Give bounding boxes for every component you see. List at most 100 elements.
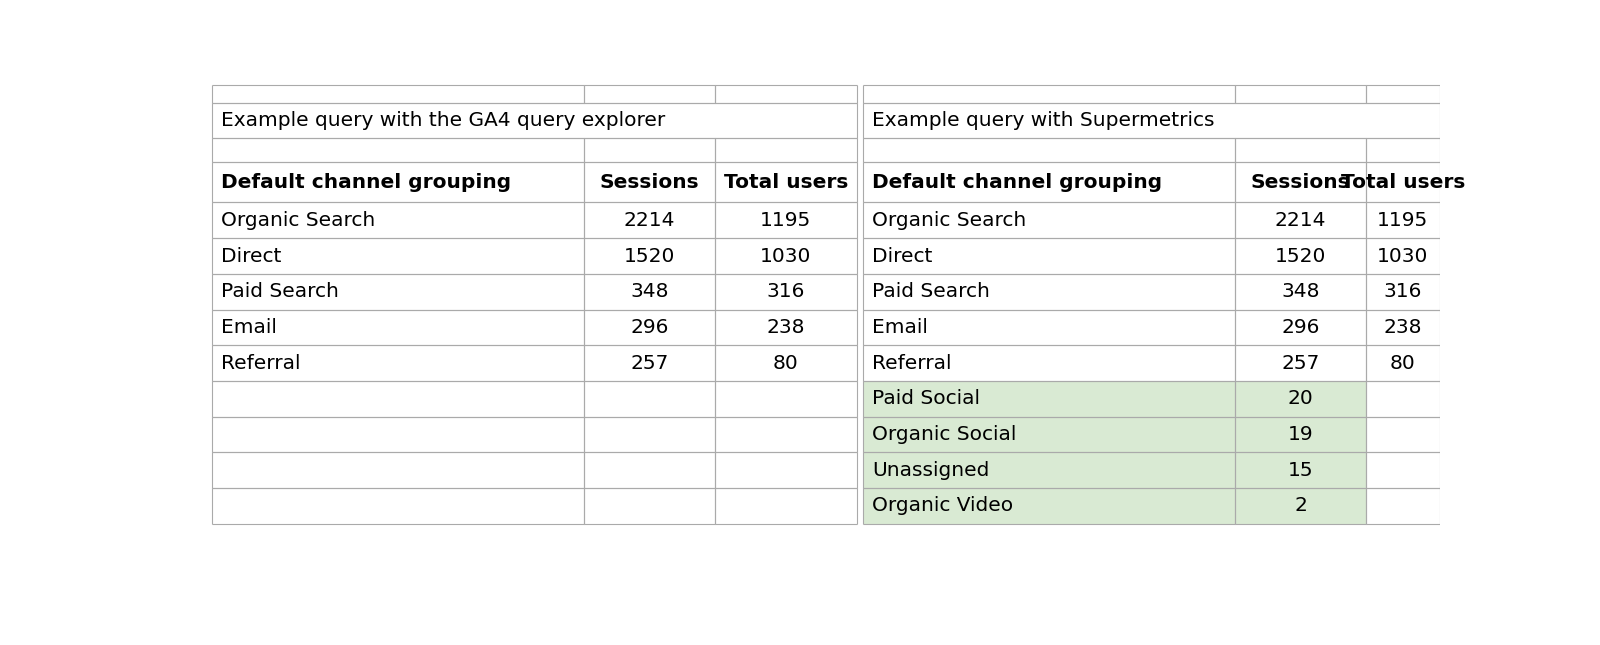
Bar bbox=[715, 310, 858, 345]
Text: Total users: Total users bbox=[1341, 173, 1466, 192]
Bar bbox=[213, 452, 584, 488]
Bar bbox=[1365, 274, 1440, 310]
Text: Unassigned: Unassigned bbox=[872, 461, 989, 480]
Bar bbox=[715, 488, 858, 524]
Text: 316: 316 bbox=[1384, 283, 1422, 301]
Bar bbox=[213, 310, 584, 345]
Text: Organic Search: Organic Search bbox=[221, 211, 376, 230]
Bar bbox=[864, 162, 1235, 203]
Bar bbox=[213, 137, 584, 162]
Text: 257: 257 bbox=[630, 353, 669, 373]
Bar bbox=[1235, 85, 1365, 103]
Bar bbox=[1365, 238, 1440, 274]
Bar bbox=[584, 137, 715, 162]
Text: Referral: Referral bbox=[221, 353, 301, 373]
Bar bbox=[213, 345, 584, 381]
Bar bbox=[584, 203, 715, 238]
Bar bbox=[864, 345, 1235, 381]
Text: Total users: Total users bbox=[723, 173, 848, 192]
Text: 80: 80 bbox=[1390, 353, 1416, 373]
Bar bbox=[584, 238, 715, 274]
Bar bbox=[864, 137, 1235, 162]
Bar bbox=[864, 274, 1235, 310]
Bar bbox=[213, 488, 584, 524]
Bar bbox=[1365, 85, 1440, 103]
Bar bbox=[1235, 162, 1365, 203]
Text: Sessions: Sessions bbox=[600, 173, 699, 192]
Text: 2214: 2214 bbox=[624, 211, 675, 230]
Bar bbox=[864, 238, 1235, 274]
Bar bbox=[213, 274, 584, 310]
Bar bbox=[1235, 488, 1365, 524]
Bar bbox=[715, 162, 858, 203]
Bar bbox=[864, 488, 1235, 524]
Bar bbox=[584, 274, 715, 310]
Bar bbox=[1235, 274, 1365, 310]
Bar bbox=[715, 137, 858, 162]
Text: Paid Search: Paid Search bbox=[872, 283, 990, 301]
Bar bbox=[715, 452, 858, 488]
Bar bbox=[584, 162, 715, 203]
Bar bbox=[1365, 162, 1440, 203]
Text: Direct: Direct bbox=[221, 246, 282, 266]
Bar bbox=[213, 381, 584, 417]
Bar bbox=[715, 238, 858, 274]
Bar bbox=[715, 274, 858, 310]
Bar bbox=[584, 85, 715, 103]
Bar bbox=[864, 310, 1235, 345]
Text: 1520: 1520 bbox=[624, 246, 675, 266]
Bar bbox=[1365, 488, 1440, 524]
Text: 20: 20 bbox=[1288, 390, 1314, 408]
Text: 296: 296 bbox=[630, 318, 669, 337]
Text: 316: 316 bbox=[766, 283, 805, 301]
Bar bbox=[1235, 381, 1365, 417]
Bar bbox=[1235, 238, 1365, 274]
Bar bbox=[715, 345, 858, 381]
Text: Paid Social: Paid Social bbox=[872, 390, 981, 408]
Text: 2214: 2214 bbox=[1275, 211, 1326, 230]
Text: 2: 2 bbox=[1294, 497, 1307, 515]
Bar bbox=[715, 85, 858, 103]
Text: 19: 19 bbox=[1288, 425, 1314, 444]
Text: Organic Social: Organic Social bbox=[872, 425, 1016, 444]
Text: Direct: Direct bbox=[872, 246, 933, 266]
Bar bbox=[584, 488, 715, 524]
Bar bbox=[584, 381, 715, 417]
Text: 1520: 1520 bbox=[1275, 246, 1326, 266]
Bar bbox=[1365, 452, 1440, 488]
Bar bbox=[584, 452, 715, 488]
Bar bbox=[864, 85, 1235, 103]
Bar bbox=[1365, 381, 1440, 417]
Bar bbox=[1235, 417, 1365, 452]
Bar bbox=[1365, 203, 1440, 238]
Text: Example query with Supermetrics: Example query with Supermetrics bbox=[872, 111, 1214, 130]
Bar bbox=[584, 310, 715, 345]
Text: Example query with the GA4 query explorer: Example query with the GA4 query explore… bbox=[221, 111, 666, 130]
Bar bbox=[1235, 452, 1365, 488]
Bar bbox=[1235, 310, 1365, 345]
Text: 1030: 1030 bbox=[1378, 246, 1429, 266]
Bar bbox=[213, 162, 584, 203]
Text: 348: 348 bbox=[1282, 283, 1320, 301]
Text: Paid Search: Paid Search bbox=[221, 283, 339, 301]
Bar bbox=[1365, 417, 1440, 452]
Bar bbox=[1235, 203, 1365, 238]
Text: 238: 238 bbox=[766, 318, 805, 337]
Text: Default channel grouping: Default channel grouping bbox=[872, 173, 1162, 192]
Bar bbox=[1235, 137, 1365, 162]
Bar bbox=[1365, 345, 1440, 381]
Bar bbox=[1235, 345, 1365, 381]
Text: 257: 257 bbox=[1282, 353, 1320, 373]
Bar bbox=[584, 417, 715, 452]
Bar bbox=[213, 417, 584, 452]
Text: 1030: 1030 bbox=[760, 246, 811, 266]
Bar bbox=[715, 417, 858, 452]
Bar bbox=[864, 203, 1235, 238]
Text: Email: Email bbox=[221, 318, 277, 337]
Bar bbox=[1365, 137, 1440, 162]
Text: 348: 348 bbox=[630, 283, 669, 301]
Text: 238: 238 bbox=[1384, 318, 1422, 337]
Text: 296: 296 bbox=[1282, 318, 1320, 337]
Text: 1195: 1195 bbox=[1378, 211, 1429, 230]
Bar bbox=[864, 103, 1440, 137]
